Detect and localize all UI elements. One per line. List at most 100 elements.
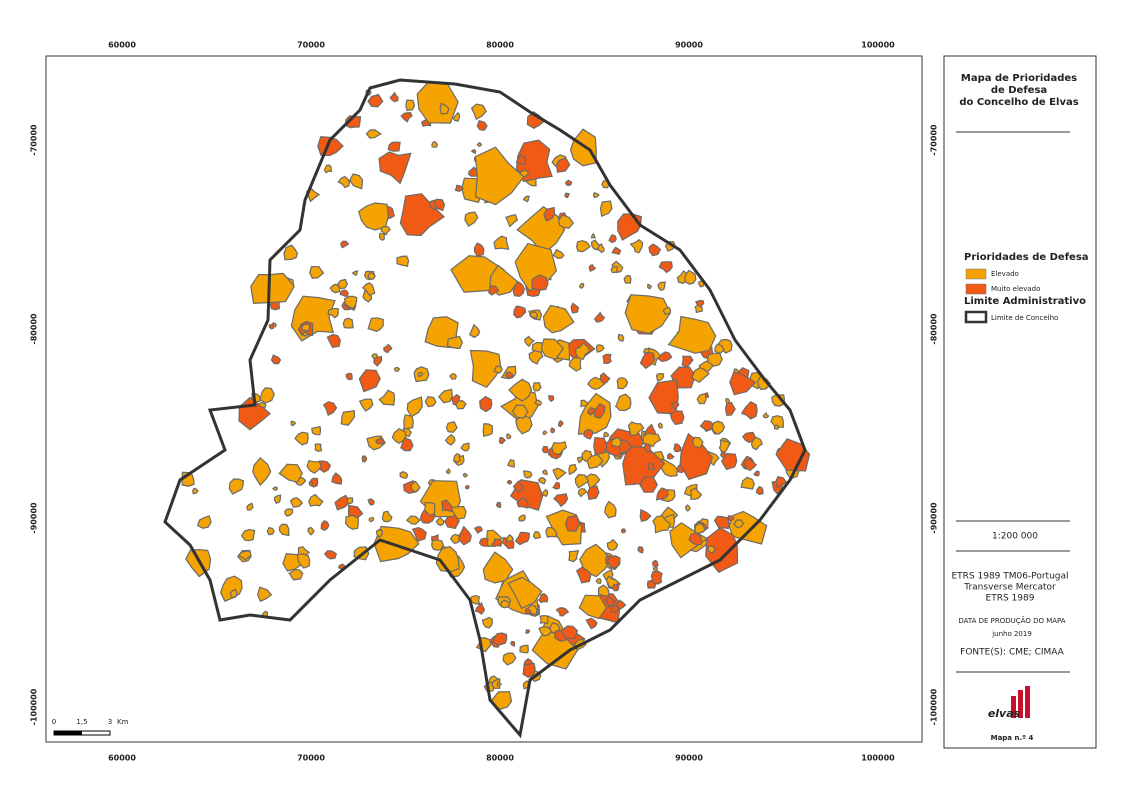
priority-patch <box>268 323 275 330</box>
priority-patch <box>753 470 760 477</box>
priority-patch <box>479 395 493 413</box>
priority-patch <box>718 439 731 454</box>
priority-patch <box>481 616 494 629</box>
priority-patch <box>569 128 597 167</box>
priority-patch <box>474 146 525 206</box>
priority-patch <box>468 323 481 339</box>
priority-patch <box>537 593 549 604</box>
priority-patch <box>288 568 304 581</box>
legend-heading: Limite Administrativo <box>964 296 1086 307</box>
priority-patch <box>624 294 672 335</box>
priority-patch <box>699 420 716 431</box>
priority-patch <box>541 445 549 454</box>
priority-patch <box>740 476 755 490</box>
y-tick-label: -80000 <box>30 313 39 345</box>
scale-label: 0 <box>52 718 56 726</box>
priority-patch <box>380 225 391 236</box>
priority-patch <box>322 401 338 416</box>
priority-patch <box>586 407 597 416</box>
priority-patch <box>695 299 705 308</box>
priority-patch <box>505 433 512 440</box>
priority-patch <box>611 246 622 256</box>
priority-patch <box>294 431 309 446</box>
priority-patch <box>396 255 410 268</box>
priority-patch <box>476 119 488 131</box>
priority-patch <box>578 594 608 620</box>
priority-patch <box>553 493 569 508</box>
priority-patch <box>528 311 539 320</box>
priority-patch <box>691 367 710 384</box>
priority-patch <box>445 421 458 433</box>
x-tick-label: 70000 <box>297 754 325 763</box>
priority-patch <box>550 427 556 434</box>
priority-patch <box>512 480 525 493</box>
projection: Transverse Mercator <box>963 583 1056 593</box>
priority-patch <box>342 317 354 329</box>
priority-patch <box>564 192 570 199</box>
priority-patch <box>513 305 527 319</box>
priority-patch <box>725 401 736 416</box>
x-tick-label: 60000 <box>108 41 136 50</box>
priority-patch <box>637 546 644 554</box>
priority-patch <box>237 550 252 561</box>
priority-patch <box>532 531 541 540</box>
priority-patch <box>610 266 619 274</box>
priority-patch <box>740 400 758 420</box>
legend-swatch <box>965 283 987 295</box>
priority-patch <box>284 508 294 517</box>
priority-patch <box>482 423 494 437</box>
priority-patch <box>694 522 706 535</box>
priority-patch <box>246 502 254 511</box>
priority-patch <box>340 240 350 249</box>
priority-patch <box>367 93 384 108</box>
priority-patch <box>361 282 376 297</box>
priority-patch <box>259 387 275 404</box>
priority-patch <box>714 343 725 354</box>
priority-patch <box>655 372 665 382</box>
priority-patch <box>648 243 662 257</box>
priority-patch <box>273 494 282 505</box>
priority-patch <box>270 354 282 365</box>
priority-patch <box>733 368 739 375</box>
priority-patch <box>495 501 502 509</box>
priority-patch <box>399 193 446 237</box>
priority-patch <box>454 184 464 192</box>
priority-patch <box>655 487 669 501</box>
priority-patch <box>603 431 610 438</box>
y-tick-label: -80000 <box>930 313 939 345</box>
priority-patch <box>515 153 527 165</box>
priority-patch <box>522 662 536 678</box>
priority-patch <box>512 281 525 297</box>
scale-label: 3 <box>108 718 112 726</box>
priority-patch <box>492 632 508 646</box>
priority-patch <box>367 272 376 281</box>
priority-patch <box>266 526 275 536</box>
priority-patch <box>458 525 472 546</box>
priority-patch <box>381 510 393 523</box>
x-tick-label: 80000 <box>486 41 514 50</box>
priority-patch <box>308 493 324 507</box>
x-tick-label: 100000 <box>861 754 895 763</box>
logo-text: elvas <box>988 707 1021 720</box>
priority-patch <box>502 652 517 666</box>
priority-patch <box>595 578 602 585</box>
priority-patch <box>504 371 514 379</box>
priority-patch <box>579 543 612 578</box>
priority-patch <box>587 376 606 391</box>
coordinate-ticks: 60000 60000 70000 70000 80000 80000 90000 90000… <box>30 41 939 763</box>
priority-patch <box>539 614 549 625</box>
priority-patch <box>361 455 368 463</box>
priority-patch <box>383 343 393 354</box>
priority-patch <box>476 141 483 147</box>
priority-patch <box>545 526 557 538</box>
priority-patch <box>389 91 399 103</box>
priority-patch <box>744 458 758 472</box>
projection: ETRS 1989 TM06-Portugal <box>951 572 1068 582</box>
priority-patch <box>437 388 453 404</box>
priority-patch <box>585 617 598 630</box>
priority-patch <box>400 437 414 452</box>
priority-patch <box>358 398 374 412</box>
priority-patch <box>684 504 691 512</box>
priority-patch <box>532 382 542 392</box>
priority-patch <box>575 342 591 361</box>
